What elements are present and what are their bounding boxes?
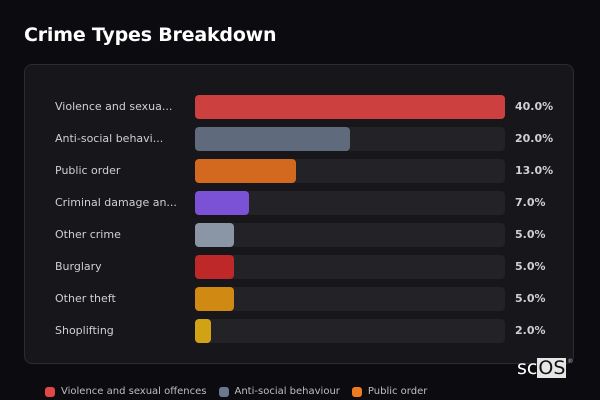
registered-mark: ® — [567, 358, 574, 365]
bar-value: 7.0% — [515, 196, 546, 209]
legend-item[interactable]: Public order — [351, 386, 428, 397]
bar-row[interactable]: Criminal damage an... 7.0% — [25, 191, 573, 215]
bar-value: 13.0% — [515, 164, 554, 177]
legend-swatch-icon — [45, 386, 55, 397]
bar-row[interactable]: Anti-social behavi... 20.0% — [25, 127, 573, 151]
bar-value: 5.0% — [515, 260, 546, 273]
bar-fill[interactable] — [195, 319, 211, 343]
bar-track — [195, 319, 505, 343]
bar-track — [195, 127, 505, 151]
legend-swatch-icon — [351, 386, 362, 397]
bar-value: 5.0% — [515, 292, 546, 305]
bar-fill[interactable] — [195, 287, 234, 311]
bar-label: Shoplifting — [55, 324, 114, 337]
bar-value: 5.0% — [515, 228, 546, 241]
logo-text-sc: sc — [517, 357, 538, 379]
chart-legend: Violence and sexual offences Anti-social … — [45, 386, 427, 397]
legend-label: Anti-social behaviour — [234, 386, 340, 397]
chart-title: Crime Types Breakdown — [24, 24, 277, 46]
bar-track — [195, 255, 505, 279]
chart-card: Violence and sexua... 40.0% Anti-social be… — [24, 64, 574, 364]
logo-text-os: OS — [537, 357, 567, 379]
bar-track — [195, 287, 505, 311]
legend-item[interactable]: Anti-social behaviour — [218, 386, 340, 397]
bar-row[interactable]: Violence and sexua... 40.0% — [25, 95, 573, 119]
legend-label: Public order — [367, 386, 428, 397]
bar-label: Public order — [55, 164, 121, 177]
bar-row[interactable]: Public order 13.0% — [25, 159, 573, 183]
bar-track — [195, 191, 505, 215]
bar-fill[interactable] — [195, 127, 350, 151]
legend-item[interactable]: Violence and sexual offences — [45, 386, 207, 397]
legend-swatch-icon — [218, 386, 229, 397]
bar-track — [195, 95, 505, 119]
bar-label: Criminal damage an... — [55, 196, 177, 209]
bar-value: 2.0% — [515, 324, 546, 337]
bar-track — [195, 159, 505, 183]
bar-row[interactable]: Shoplifting 2.0% — [25, 319, 573, 343]
bar-fill[interactable] — [195, 159, 296, 183]
bar-label: Violence and sexua... — [55, 100, 173, 113]
scos-logo: sc OS ® — [517, 358, 573, 378]
bar-fill[interactable] — [195, 255, 234, 279]
bar-label: Other crime — [55, 228, 121, 241]
bar-fill[interactable] — [195, 223, 234, 247]
bar-label: Anti-social behavi... — [55, 132, 164, 145]
bar-value: 20.0% — [515, 132, 554, 145]
bar-label: Other theft — [55, 292, 116, 305]
bar-value: 40.0% — [515, 100, 554, 113]
bar-fill[interactable] — [195, 191, 250, 215]
legend-label: Violence and sexual offences — [61, 386, 207, 397]
bar-row[interactable]: Burglary 5.0% — [25, 255, 573, 279]
bar-fill[interactable] — [195, 95, 505, 119]
bar-label: Burglary — [55, 260, 102, 273]
bar-track — [195, 223, 505, 247]
bar-row[interactable]: Other crime 5.0% — [25, 223, 573, 247]
bar-row[interactable]: Other theft 5.0% — [25, 287, 573, 311]
